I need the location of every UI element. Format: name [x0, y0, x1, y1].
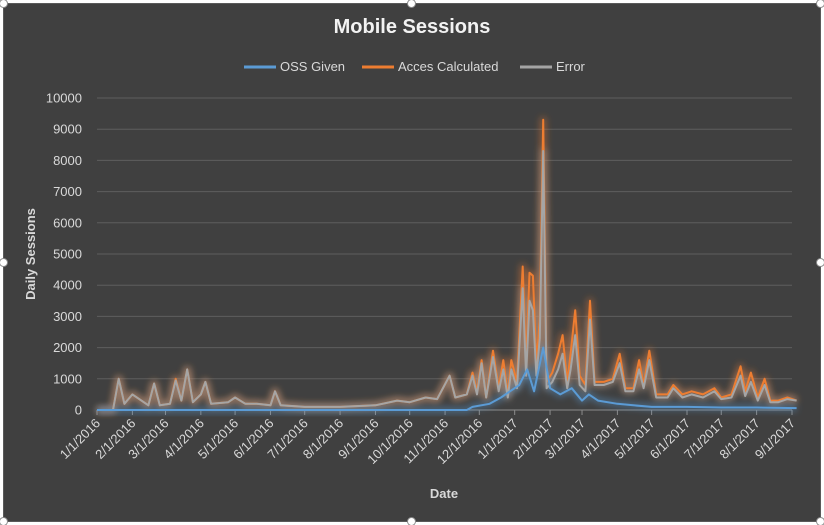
- y-tick-label-9000: 9000: [53, 122, 82, 137]
- legend-label-oss-given: OSS Given: [280, 59, 345, 74]
- y-tick-label-2000: 2000: [53, 340, 82, 355]
- y-tick-label-4000: 4000: [53, 278, 82, 293]
- legend: OSS Given Acces Calculated Error: [244, 59, 586, 74]
- y-tick-label-10000: 10000: [46, 91, 82, 106]
- series-line-error[interactable]: [97, 150, 797, 411]
- y-tick-label-1000: 1000: [53, 371, 82, 386]
- x-axis-title: Date: [430, 486, 458, 501]
- resize-handle-top-center[interactable]: [407, 0, 416, 8]
- gridlines: [97, 97, 792, 411]
- y-tick-label-0: 0: [75, 403, 82, 418]
- resize-handle-middle-right[interactable]: [816, 258, 824, 267]
- y-axis-ticks: 0 1000 2000 3000 4000 5000 6000 7000 8000 9000 100…: [46, 91, 82, 418]
- series-layer: [97, 116, 798, 413]
- y-axis-title: Daily Sessions: [23, 208, 38, 300]
- y-tick-label-5000: 5000: [53, 247, 82, 262]
- series-glow-acces-calculated: [97, 116, 798, 413]
- series-glow-error: [97, 148, 798, 413]
- series-line-acces-calculated[interactable]: [97, 118, 797, 411]
- y-tick-label-7000: 7000: [53, 184, 82, 199]
- x-axis-ticks: 1/1/20162/1/20163/1/20164/1/20165/1/2016…: [57, 410, 798, 467]
- resize-handle-bottom-right[interactable]: [816, 517, 824, 525]
- resize-handle-middle-left[interactable]: [0, 258, 8, 267]
- resize-handle-top-right[interactable]: [816, 0, 824, 8]
- chart-title: Mobile Sessions: [334, 16, 491, 38]
- y-tick-label-6000: 6000: [53, 215, 82, 230]
- series-line-oss-given[interactable]: [97, 346, 797, 411]
- legend-label-error: Error: [556, 59, 586, 74]
- resize-handle-bottom-center[interactable]: [407, 517, 416, 525]
- y-tick-label-8000: 8000: [53, 153, 82, 168]
- y-tick-label-3000: 3000: [53, 309, 82, 324]
- resize-handle-top-left[interactable]: [0, 0, 8, 8]
- legend-label-acces-calculated: Acces Calculated: [398, 59, 498, 74]
- resize-handle-bottom-left[interactable]: [0, 517, 8, 525]
- chart-area[interactable]: [3, 3, 821, 522]
